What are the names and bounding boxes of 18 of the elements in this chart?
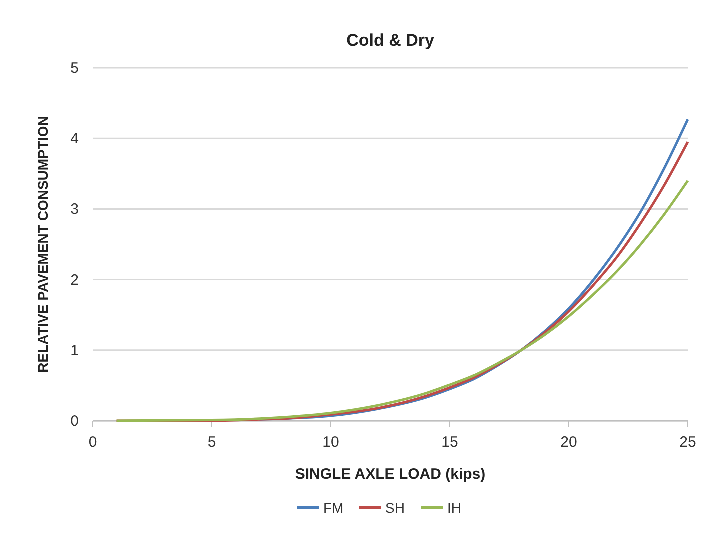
x-tick-label: 25 [680,434,696,451]
legend-label: FM [324,500,344,516]
y-tick-label: 4 [70,130,79,148]
y-tick-label: 1 [70,342,79,360]
chart-title: Cold & Dry [346,31,435,50]
x-tick-label: 10 [322,434,340,451]
x-tick-label: 20 [560,434,578,451]
y-axis-title: RELATIVE PAVEMENT CONSUMPTION [35,116,51,373]
x-tick-label: 15 [442,434,458,451]
y-tick-label: 3 [70,201,79,218]
x-tick-label: 5 [208,434,216,451]
x-axis-title: SINGLE AXLE LOAD (kips) [295,466,486,483]
legend-label: IH [448,500,462,516]
y-tick-label: 2 [70,272,79,289]
x-tick-label: 0 [88,434,98,451]
legend-label: SH [386,500,405,516]
y-tick-label: 0 [70,413,79,430]
y-tick-label: 5 [70,60,79,77]
